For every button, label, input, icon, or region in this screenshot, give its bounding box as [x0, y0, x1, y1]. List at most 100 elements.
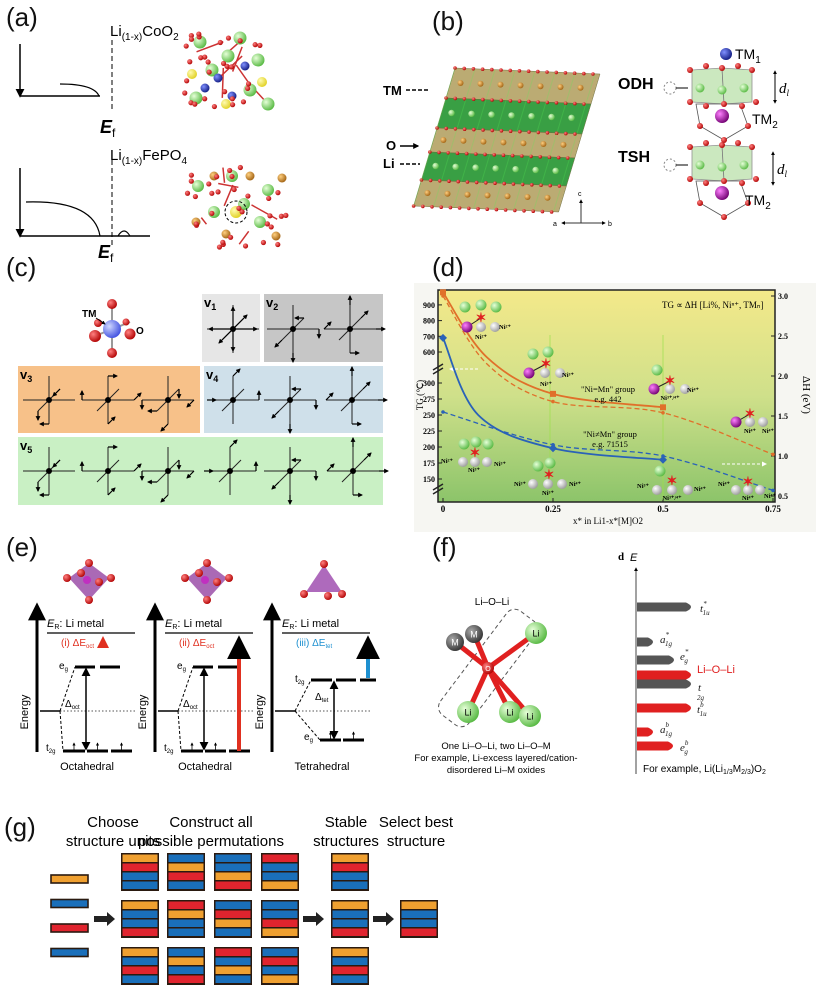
o-atom	[324, 592, 332, 600]
o-atom	[300, 590, 308, 598]
o-atom	[745, 200, 751, 206]
o-atom	[184, 78, 190, 84]
o-atom	[193, 221, 199, 227]
o-atom	[456, 179, 461, 184]
o-atom	[444, 96, 448, 100]
red-star-icon: ✶	[743, 474, 754, 489]
stack-layer	[168, 881, 204, 889]
series-line	[442, 411, 774, 492]
o-atom	[582, 102, 586, 106]
step-2-line-2: possible permutations	[138, 833, 284, 850]
tetrahedron-icon	[306, 565, 342, 592]
o-atom	[566, 156, 570, 160]
right-tick-label: 0.5	[778, 492, 788, 501]
li-atom	[542, 346, 554, 358]
energy-diagram-2: Energy ER: Li metal (ii) ΔEoct eg t2g Δoct Oct…	[137, 559, 253, 773]
stack-layer	[215, 863, 251, 871]
o-atom	[510, 153, 515, 158]
permutation-stack	[261, 900, 299, 938]
band-label: ab 1g	[660, 721, 673, 738]
lower-orbital-label: eg	[304, 732, 313, 744]
displacement-arrow	[271, 410, 280, 419]
stack-layer	[168, 975, 204, 983]
o-atom	[739, 103, 745, 109]
right-tick-label: 3.0	[778, 292, 788, 301]
o-atom	[545, 131, 550, 135]
o-atom	[122, 318, 130, 326]
o-atom	[527, 99, 531, 104]
panel-e-label: (e)	[6, 532, 38, 562]
tm-atom	[648, 383, 660, 395]
o-atom	[554, 70, 558, 75]
band-lobe	[637, 679, 691, 689]
ni-atom	[543, 479, 553, 489]
o-atom	[703, 140, 709, 146]
li-atom	[717, 85, 727, 95]
permutation-stack	[167, 947, 205, 985]
structure-unit	[50, 874, 89, 884]
li-atom-label: Li	[526, 712, 533, 722]
o-atom	[697, 200, 703, 206]
o-atom	[228, 64, 235, 70]
o-atom	[124, 328, 136, 340]
stack-layer	[122, 957, 158, 965]
permutation-stack	[261, 853, 299, 891]
panel-c-label: (c)	[6, 252, 36, 282]
stack-layer	[332, 966, 368, 974]
displacement-arrow	[107, 416, 116, 425]
delta-e-label: (ii) ΔEoct	[179, 638, 215, 650]
o-atom-label: O	[485, 666, 491, 673]
o-atom	[455, 151, 460, 155]
o-atom	[252, 42, 258, 48]
ni-valence-label: Ni³⁺	[540, 381, 552, 388]
band-lobe	[637, 741, 673, 751]
o-atom	[492, 153, 497, 157]
ni-atom	[680, 384, 690, 394]
o-atom	[231, 186, 237, 193]
o-atom	[517, 99, 522, 103]
ni-valence-label: Ni³⁺/⁴⁺	[662, 495, 682, 502]
data-point	[441, 294, 445, 298]
li-atom	[532, 460, 544, 472]
li-atom	[519, 705, 541, 727]
tm-atom	[523, 367, 535, 379]
stack-layer	[168, 957, 204, 965]
o-atom	[198, 55, 204, 61]
polaron-circle	[224, 200, 248, 224]
band-lobe	[637, 670, 691, 680]
stack-layer	[332, 854, 368, 862]
excitation-arrow	[97, 636, 109, 648]
tm2-label-tsh: TM2	[745, 192, 771, 212]
bond	[222, 167, 226, 183]
o-atom	[428, 178, 433, 183]
m-atom-label: M	[470, 630, 478, 640]
energy-label: Energy	[19, 694, 31, 729]
tm-atom	[560, 141, 567, 148]
stack-layer	[332, 919, 368, 927]
ni-valence-label: Ni⁴⁺	[744, 428, 756, 435]
mode-diagram	[264, 447, 319, 505]
stack-layer	[122, 881, 158, 889]
splitting-guide	[59, 666, 76, 752]
ni-valence-label: Ni³⁺	[637, 483, 649, 490]
stable-stack	[331, 853, 369, 891]
mode-diagram	[79, 444, 142, 496]
tm-atom	[497, 81, 504, 88]
panel-a: (a) Li(1-x)CoO2 Ef Li(1-x)FePO4 Ef	[6, 2, 289, 265]
structure-cluster: ✶ Ni³⁺ Ni⁴⁺ Ni³⁺	[514, 457, 582, 497]
co-atom	[240, 61, 250, 71]
ni-atom	[476, 322, 486, 332]
o-atom	[202, 54, 208, 60]
mode-diagram	[139, 376, 195, 432]
tm-atom	[557, 84, 564, 90]
ni-atom	[482, 457, 492, 467]
panel-d-label: (d)	[432, 252, 464, 282]
center-atom	[347, 326, 353, 332]
o-atom	[430, 205, 434, 209]
permutation-stack	[121, 900, 159, 938]
center-atom	[349, 397, 355, 403]
li-atom	[527, 348, 539, 360]
tm-atom	[477, 80, 484, 87]
stack-layer	[332, 901, 368, 909]
stack-layer	[168, 928, 204, 936]
